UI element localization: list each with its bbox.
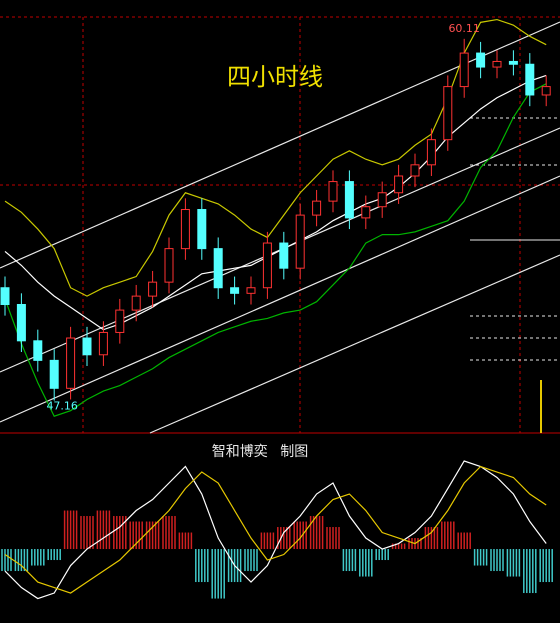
candle-body xyxy=(66,337,76,389)
candle-body xyxy=(213,248,223,289)
candle-body xyxy=(131,295,141,311)
channel-line xyxy=(149,254,560,434)
candle-body xyxy=(98,331,108,356)
candle-body xyxy=(459,52,469,88)
candle-body xyxy=(279,242,289,269)
candle-body xyxy=(295,214,305,269)
candle-body xyxy=(410,164,420,177)
candle-body xyxy=(16,303,26,342)
candle-body xyxy=(443,86,453,141)
candle-body xyxy=(262,242,272,289)
candle-body xyxy=(115,309,125,333)
candle-body xyxy=(476,52,486,68)
candle-body xyxy=(328,181,338,202)
indicator-line xyxy=(4,74,547,331)
chart-title: 四小时线 xyxy=(227,63,323,91)
channel-line xyxy=(0,175,560,423)
candle-body xyxy=(164,248,174,283)
candle-body xyxy=(246,287,256,294)
candle-body xyxy=(82,337,92,356)
indicator-line xyxy=(4,460,547,600)
candle-body xyxy=(49,359,59,389)
candle-body xyxy=(525,63,535,96)
candle-body xyxy=(0,287,10,305)
candle-body xyxy=(312,200,322,216)
candle-body xyxy=(361,206,371,219)
indicator-line xyxy=(4,18,547,297)
candle-body xyxy=(344,181,354,219)
candle-body xyxy=(197,209,207,250)
candle-body xyxy=(394,175,404,194)
annotation: 47.16 xyxy=(46,400,78,413)
candle-body xyxy=(426,139,436,166)
candle-body xyxy=(541,86,551,96)
indicator-line xyxy=(4,83,547,417)
frame xyxy=(0,16,560,434)
channel-line xyxy=(0,21,560,269)
candle-body xyxy=(148,281,158,297)
candle-body xyxy=(377,192,387,208)
candle-body xyxy=(33,340,43,361)
indicator-line xyxy=(4,465,547,594)
annotation: 60.11 xyxy=(448,22,480,35)
level-lines xyxy=(470,117,560,433)
candle-body xyxy=(180,209,190,250)
candle-body xyxy=(508,60,518,65)
candle-body xyxy=(230,287,240,294)
candle-body xyxy=(492,60,502,68)
credit: 智和博奕 制图 xyxy=(212,443,308,460)
